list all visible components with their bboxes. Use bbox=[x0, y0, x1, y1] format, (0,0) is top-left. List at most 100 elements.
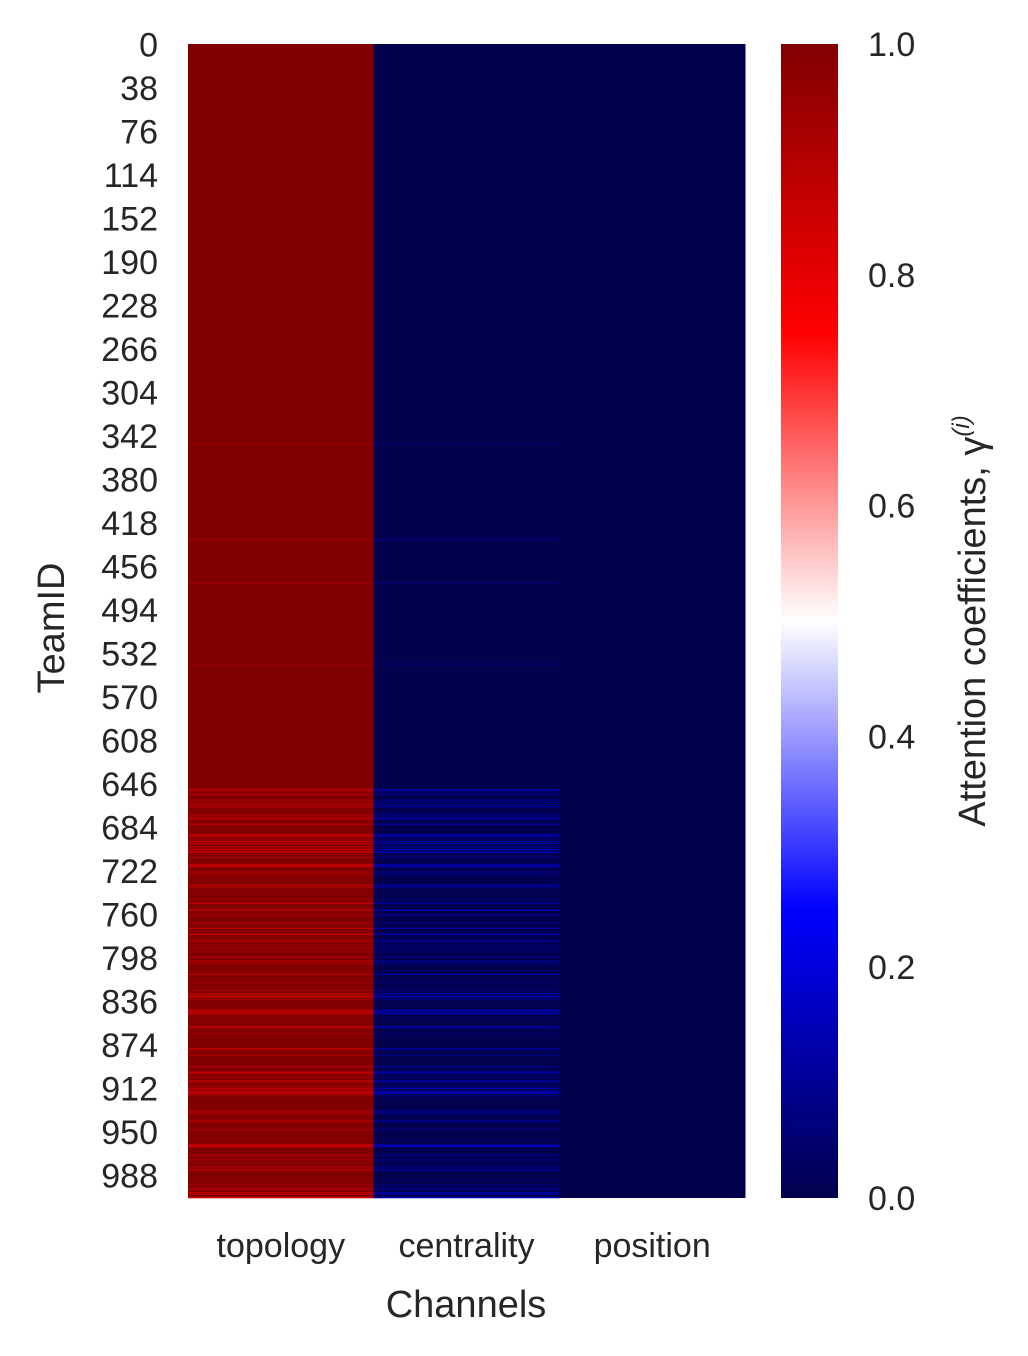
heatmap-cell bbox=[188, 874, 374, 876]
heatmap-cell bbox=[188, 1112, 374, 1114]
heatmap-cell bbox=[373, 959, 560, 962]
y-tick-label: 684 bbox=[101, 810, 158, 848]
x-tick-label-topology: topology bbox=[217, 1227, 346, 1265]
heatmap-cell bbox=[188, 916, 374, 918]
y-tick-label: 418 bbox=[101, 505, 158, 543]
heatmap-cell bbox=[373, 1187, 560, 1190]
heatmap-cell bbox=[188, 982, 374, 985]
heatmap-cell bbox=[188, 949, 374, 952]
heatmap-cell bbox=[373, 916, 560, 918]
heatmap-cell bbox=[373, 989, 560, 992]
heatmap-cell bbox=[373, 886, 560, 889]
heatmap-cell bbox=[188, 1097, 374, 1099]
heatmap-cell bbox=[188, 1038, 374, 1041]
heatmap-cell bbox=[373, 1196, 560, 1199]
heatmap-cell bbox=[188, 997, 374, 1000]
heatmap-cell bbox=[188, 925, 374, 927]
heatmap-cell bbox=[188, 799, 374, 802]
heatmap-cell bbox=[188, 1154, 374, 1156]
heatmap-cell bbox=[188, 846, 374, 848]
heatmap-cell bbox=[188, 832, 374, 835]
heatmap-cell bbox=[188, 815, 374, 818]
y-tick-label: 0 bbox=[139, 27, 158, 65]
heatmap-cell bbox=[188, 951, 374, 954]
y-tick-label: 266 bbox=[101, 331, 158, 369]
heatmap-cell-topology bbox=[188, 582, 374, 584]
heatmap-cell bbox=[188, 930, 374, 932]
heatmap-cell bbox=[373, 1177, 560, 1179]
y-tick-label: 190 bbox=[101, 244, 158, 282]
heatmap-cell bbox=[188, 942, 374, 945]
heatmap-cell bbox=[373, 1146, 560, 1148]
heatmap-cell bbox=[373, 1121, 560, 1123]
heatmap-cell bbox=[373, 793, 560, 796]
heatmap-cell bbox=[188, 915, 374, 917]
heatmap-cell bbox=[373, 1138, 560, 1140]
heatmap-cell bbox=[373, 996, 560, 998]
heatmap-cell bbox=[373, 1195, 560, 1198]
heatmap-cell bbox=[373, 993, 560, 995]
heatmap-cell bbox=[188, 863, 374, 866]
heatmap-cell bbox=[373, 885, 560, 887]
heatmap-cell bbox=[188, 1082, 374, 1084]
heatmap-cell bbox=[188, 1138, 374, 1140]
heatmap-cell bbox=[373, 814, 560, 816]
colorbar-tick-label: 1.0 bbox=[868, 26, 915, 64]
heatmap-cell bbox=[373, 1011, 560, 1013]
heatmap-cell bbox=[373, 947, 560, 949]
heatmap-cell bbox=[373, 1109, 560, 1112]
heatmap-cell bbox=[373, 1115, 560, 1118]
heatmap-cell bbox=[373, 1017, 560, 1019]
y-tick-label: 114 bbox=[104, 157, 158, 195]
heatmap-cell bbox=[373, 876, 560, 878]
heatmap-cell bbox=[373, 816, 560, 819]
heatmap-cell bbox=[373, 1148, 560, 1151]
heatmap-cell bbox=[188, 872, 374, 875]
heatmap-cell bbox=[373, 956, 560, 958]
heatmap-cell bbox=[188, 804, 374, 806]
heatmap-cell bbox=[188, 1129, 374, 1131]
heatmap-cell bbox=[188, 944, 374, 947]
heatmap-cell bbox=[188, 1046, 374, 1049]
heatmap-cell bbox=[373, 820, 560, 822]
heatmap-cell bbox=[188, 861, 374, 863]
heatmap-cell bbox=[373, 994, 560, 996]
heatmap-cell bbox=[373, 1013, 560, 1016]
heatmap-cell bbox=[188, 870, 374, 873]
heatmap-cell bbox=[373, 1067, 560, 1069]
heatmap-cell bbox=[188, 959, 374, 962]
heatmap-cell bbox=[188, 918, 374, 921]
heatmap-cell bbox=[188, 996, 374, 998]
heatmap-cell bbox=[373, 879, 560, 882]
heatmap-cell bbox=[188, 1156, 374, 1159]
heatmap-cell bbox=[373, 1029, 560, 1032]
heatmap-cell bbox=[188, 964, 374, 966]
x-tick-label-centrality: centrality bbox=[398, 1227, 534, 1265]
heatmap-cell bbox=[188, 1159, 374, 1161]
heatmap-cell bbox=[373, 920, 560, 923]
heatmap-cell bbox=[188, 1139, 374, 1142]
y-tick-label: 722 bbox=[101, 853, 158, 891]
heatmap-cell bbox=[373, 860, 560, 862]
heatmap-cell bbox=[188, 821, 374, 823]
heatmap-cell bbox=[373, 1112, 560, 1114]
heatmap-cell bbox=[373, 824, 560, 827]
heatmap-cell-topology bbox=[188, 663, 374, 666]
heatmap-cell bbox=[188, 856, 374, 859]
heatmap-cell bbox=[373, 1085, 560, 1088]
heatmap-cell bbox=[373, 822, 560, 824]
heatmap-cell bbox=[373, 1105, 560, 1107]
heatmap-cell bbox=[373, 845, 560, 847]
heatmap-cell bbox=[188, 1115, 374, 1118]
y-tick-label: 646 bbox=[101, 766, 158, 804]
heatmap-cell bbox=[188, 1027, 374, 1029]
heatmap-cell bbox=[188, 1155, 374, 1158]
colorbar-label: Attention coefficients, γ(i) bbox=[948, 415, 994, 826]
heatmap-cell bbox=[188, 819, 374, 821]
x-tick-labels: topology centrality position bbox=[217, 1227, 711, 1265]
heatmap-cell bbox=[188, 1011, 374, 1013]
heatmap-cell bbox=[373, 990, 560, 993]
heatmap-cell bbox=[373, 914, 560, 916]
heatmap-cell bbox=[373, 982, 560, 985]
